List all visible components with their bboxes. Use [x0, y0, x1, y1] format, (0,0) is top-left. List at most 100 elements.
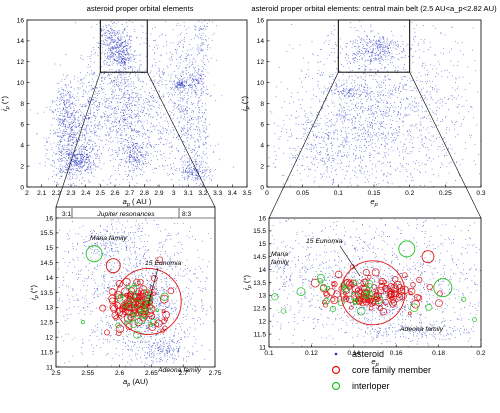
- asteroid-point: [206, 169, 208, 171]
- asteroid-point: [90, 139, 92, 141]
- asteroid-point: [372, 139, 374, 141]
- asteroid-point: [116, 132, 118, 134]
- asteroid-point: [166, 121, 168, 122]
- asteroid-point: [134, 128, 135, 130]
- asteroid-point: [347, 126, 349, 128]
- asteroid-point: [342, 141, 344, 143]
- asteroid-point: [333, 133, 335, 135]
- asteroid-point: [74, 118, 75, 120]
- asteroid-point: [179, 81, 181, 83]
- asteroid-point: [393, 142, 395, 144]
- asteroid-point: [65, 94, 67, 96]
- asteroid-point: [276, 86, 278, 88]
- asteroid-point: [136, 148, 138, 150]
- asteroid-point: [44, 165, 46, 167]
- asteroid-point: [115, 79, 117, 81]
- asteroid-point: [101, 47, 103, 49]
- asteroid-point: [132, 61, 134, 63]
- asteroid-point: [383, 101, 385, 103]
- asteroid-point: [124, 145, 126, 147]
- asteroid-point: [203, 91, 204, 93]
- asteroid-point: [351, 88, 353, 90]
- asteroid-point: [115, 98, 117, 100]
- asteroid-point: [201, 76, 202, 78]
- asteroid-point: [95, 154, 97, 156]
- tl-xtick-label: 2.4: [81, 190, 90, 197]
- asteroid-point: [187, 90, 189, 92]
- asteroid-point: [196, 80, 198, 82]
- asteroid-point: [96, 166, 98, 168]
- asteroid-point: [359, 129, 361, 131]
- asteroid-point: [179, 111, 181, 113]
- asteroid-point: [357, 53, 359, 55]
- asteroid-point: [175, 82, 177, 84]
- asteroid-point: [351, 124, 353, 126]
- asteroid-point: [394, 168, 396, 170]
- asteroid-point: [200, 162, 202, 164]
- asteroid-point: [301, 70, 303, 72]
- asteroid-point: [111, 175, 113, 177]
- asteroid-point: [107, 53, 109, 55]
- tl-ytick-label: 2: [20, 163, 24, 170]
- asteroid-point: [121, 58, 123, 60]
- asteroid-point: [337, 68, 338, 70]
- asteroid-point: [127, 52, 129, 54]
- asteroid-point: [63, 89, 65, 91]
- asteroid-point: [122, 63, 124, 65]
- asteroid-point: [107, 65, 109, 67]
- asteroid-point: [409, 78, 411, 80]
- asteroid-point: [357, 58, 358, 60]
- asteroid-point: [382, 162, 384, 164]
- asteroid-point: [128, 98, 130, 100]
- asteroid-point: [125, 83, 127, 85]
- asteroid-point: [153, 155, 155, 157]
- asteroid-point: [160, 112, 162, 114]
- asteroid-point: [107, 24, 109, 26]
- asteroid-point: [195, 177, 197, 179]
- asteroid-point: [200, 89, 202, 91]
- asteroid-point: [126, 50, 128, 52]
- asteroid-point: [176, 87, 178, 88]
- asteroid-point: [164, 104, 166, 106]
- asteroid-point: [190, 102, 192, 104]
- tl-frame: [26, 19, 248, 188]
- asteroid-point: [71, 135, 72, 137]
- asteroid-point: [159, 141, 161, 143]
- asteroid-point: [63, 133, 65, 135]
- asteroid-point: [58, 140, 60, 142]
- asteroid-point: [150, 108, 151, 110]
- asteroid-point: [129, 154, 131, 156]
- asteroid-point: [173, 173, 174, 175]
- asteroid-point: [68, 162, 69, 164]
- asteroid-point: [192, 82, 194, 84]
- asteroid-point: [350, 70, 352, 72]
- asteroid-point: [131, 146, 133, 147]
- asteroid-point: [177, 86, 179, 88]
- asteroid-point: [198, 71, 200, 73]
- asteroid-point: [164, 165, 166, 167]
- asteroid-point: [365, 181, 367, 183]
- asteroid-point: [346, 97, 348, 99]
- asteroid-point: [93, 125, 95, 126]
- asteroid-point: [379, 123, 381, 125]
- asteroid-point: [186, 81, 187, 82]
- asteroid-point: [186, 110, 188, 112]
- asteroid-point: [199, 49, 201, 51]
- asteroid-point: [84, 135, 86, 137]
- asteroid-point: [119, 128, 121, 130]
- asteroid-point: [328, 40, 330, 42]
- asteroid-point: [426, 155, 427, 157]
- asteroid-point: [186, 167, 188, 169]
- asteroid-point: [118, 122, 120, 124]
- tl-ytick-label: 14: [17, 38, 25, 45]
- asteroid-point: [99, 103, 101, 105]
- asteroid-point: [122, 121, 124, 123]
- asteroid-point: [339, 115, 341, 117]
- asteroid-point: [105, 107, 107, 109]
- asteroid-point: [68, 173, 70, 175]
- asteroid-point: [78, 152, 80, 154]
- asteroid-point: [121, 89, 123, 91]
- asteroid-point: [149, 101, 151, 103]
- asteroid-point: [101, 29, 103, 31]
- asteroid-point: [281, 107, 283, 109]
